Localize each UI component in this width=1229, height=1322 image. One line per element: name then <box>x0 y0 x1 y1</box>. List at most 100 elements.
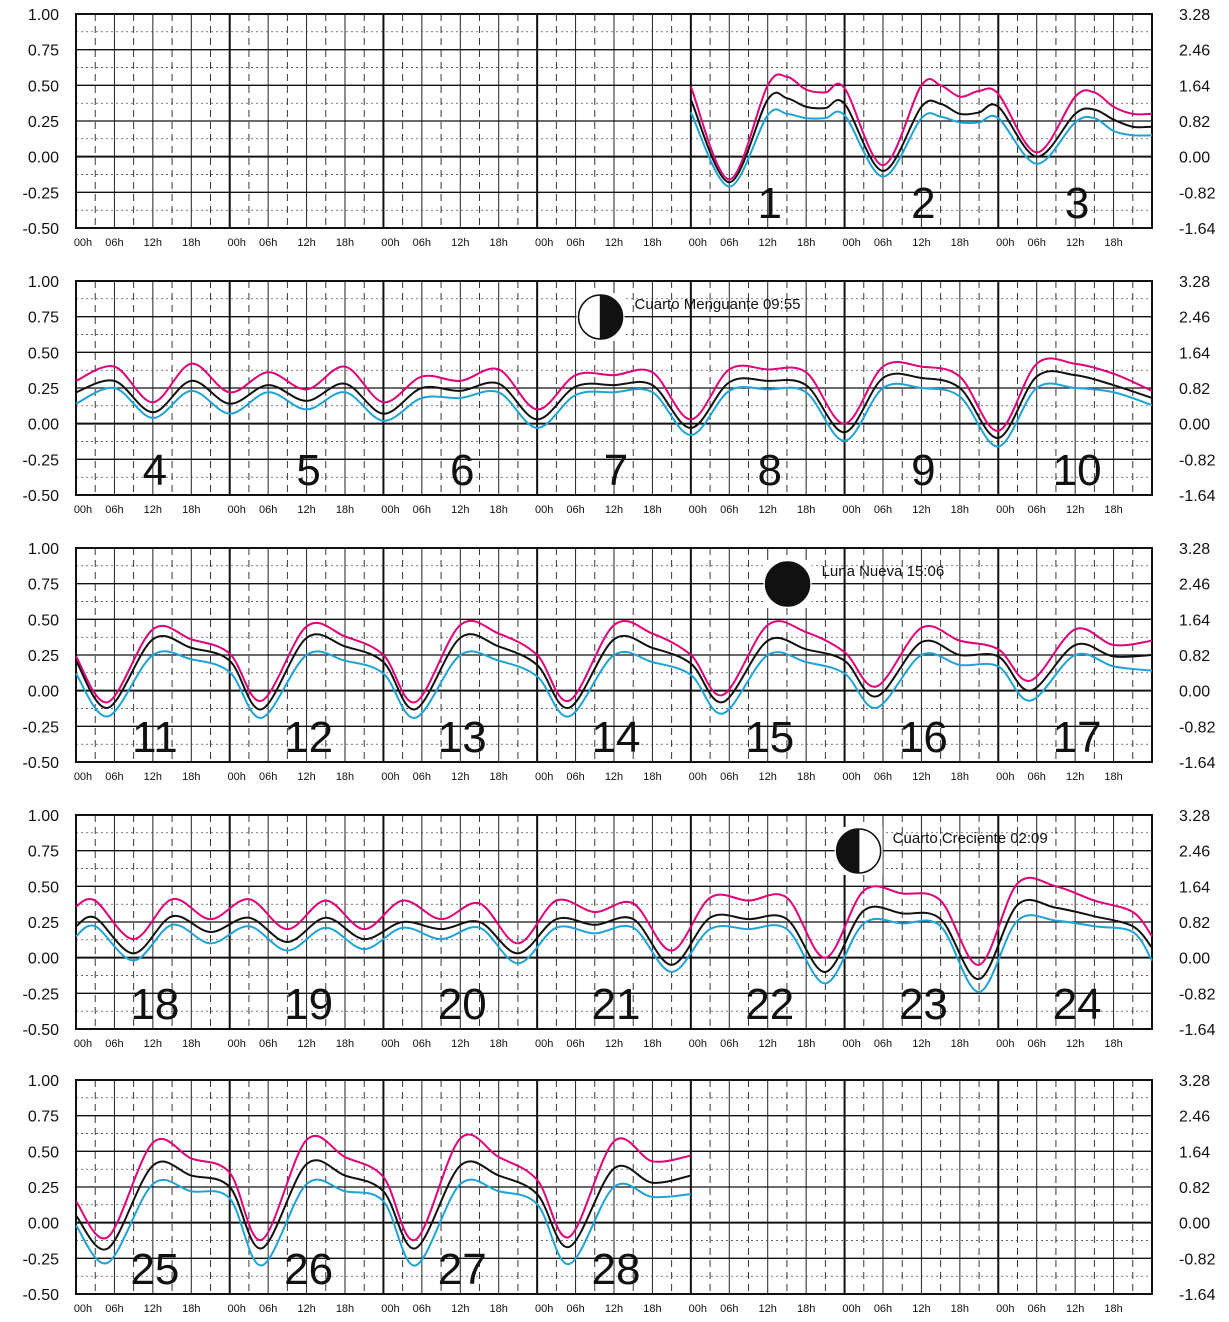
panel-frame <box>75 280 1153 496</box>
y-left-tick-label: 0.25 <box>28 1180 59 1197</box>
panel-4: 1.00 0.75 0.50 0.25 0.00 -0.25 -0.50 3.28 2.46 1.… <box>23 808 1216 1050</box>
x-tick-label: 06h <box>720 237 738 249</box>
x-tick-label: 18h <box>1104 504 1122 516</box>
x-tick-label: 18h <box>336 504 354 516</box>
x-tick-label: 12h <box>1066 1038 1084 1050</box>
x-tick-label: 18h <box>490 1038 508 1050</box>
x-tick-label: 12h <box>605 1038 623 1050</box>
panel-frame <box>75 13 1153 229</box>
y-right-tick-label: 3.28 <box>1179 274 1210 291</box>
x-tick-label: 06h <box>874 504 892 516</box>
x-tick-label: 06h <box>1028 771 1046 783</box>
x-tick-label: 18h <box>1104 1038 1122 1050</box>
x-tick-label: 12h <box>297 504 315 516</box>
x-tick-label: 12h <box>912 504 930 516</box>
x-tick-label: 12h <box>451 237 469 249</box>
x-tick-label: 12h <box>759 1303 777 1315</box>
x-tick-label: 06h <box>259 237 277 249</box>
x-tick-label: 18h <box>951 1038 969 1050</box>
x-tick-label: 12h <box>1066 1303 1084 1315</box>
x-tick-label: 18h <box>182 1038 200 1050</box>
day-number: 13 <box>438 713 487 762</box>
day-number: 2 <box>911 179 935 228</box>
x-tick-label: 06h <box>413 504 431 516</box>
x-tick-label: 06h <box>259 1038 277 1050</box>
tide-series-line <box>689 73 1153 181</box>
day-number: 9 <box>911 446 935 495</box>
y-right-tick-label: 3.28 <box>1179 1073 1210 1090</box>
x-tick-label: 12h <box>605 504 623 516</box>
y-right-tick-label: -1.64 <box>1179 755 1216 772</box>
x-tick-label: 12h <box>912 1303 930 1315</box>
x-tick-label: 00h <box>74 771 92 783</box>
y-left-tick-label: 0.25 <box>28 114 59 131</box>
x-tick-label: 06h <box>105 237 123 249</box>
x-tick-label: 12h <box>912 1038 930 1050</box>
y-left-tick-label: 0.50 <box>28 345 59 362</box>
x-tick-label: 06h <box>413 237 431 249</box>
day-number: 4 <box>143 446 167 495</box>
tide-series-line <box>75 1133 692 1241</box>
x-tick-label: 06h <box>874 1303 892 1315</box>
x-tick-label: 18h <box>643 504 661 516</box>
y-right-tick-label: -0.82 <box>1179 452 1216 469</box>
y-left-tick-label: -0.50 <box>23 1022 60 1039</box>
x-tick-label: 12h <box>144 1038 162 1050</box>
day-number: 16 <box>899 713 948 762</box>
y-right-tick-label: -1.64 <box>1179 1022 1216 1039</box>
y-right-tick-label: 1.64 <box>1179 78 1210 95</box>
x-tick-label: 18h <box>490 1303 508 1315</box>
x-tick-label: 12h <box>451 1303 469 1315</box>
day-number: 28 <box>592 1245 641 1294</box>
y-left-tick-label: 1.00 <box>28 1073 59 1090</box>
day-number: 15 <box>745 713 794 762</box>
x-tick-label: 00h <box>535 1303 553 1315</box>
x-tick-label: 12h <box>144 237 162 249</box>
x-tick-label: 06h <box>1028 1038 1046 1050</box>
y-right-tick-label: 0.82 <box>1179 1180 1210 1197</box>
x-tick-label: 18h <box>1104 771 1122 783</box>
x-tick-label: 18h <box>182 237 200 249</box>
x-tick-label: 12h <box>144 504 162 516</box>
x-tick-label: 06h <box>413 1038 431 1050</box>
y-right-tick-label: 3.28 <box>1179 808 1210 825</box>
x-tick-label: 06h <box>720 1303 738 1315</box>
y-left-tick-label: 0.00 <box>28 150 59 167</box>
x-tick-label: 00h <box>381 504 399 516</box>
x-tick-label: 00h <box>535 237 553 249</box>
y-left-tick-label: 0.50 <box>28 612 59 629</box>
x-tick-label: 00h <box>74 504 92 516</box>
tide-series-line <box>75 1178 691 1267</box>
day-number: 25 <box>130 1245 179 1294</box>
tide-series-line <box>75 1159 692 1251</box>
x-tick-label: 18h <box>1104 237 1122 249</box>
x-tick-label: 00h <box>381 1303 399 1315</box>
day-number: 23 <box>899 980 948 1029</box>
x-tick-label: 00h <box>228 1038 246 1050</box>
panel-3: 1.00 0.75 0.50 0.25 0.00 -0.25 -0.50 3.28 2.46 1.… <box>23 541 1216 783</box>
last-quarter-moon-icon <box>600 295 623 339</box>
day-number: 18 <box>130 980 179 1029</box>
x-tick-label: 00h <box>228 1303 246 1315</box>
x-tick-label: 12h <box>912 237 930 249</box>
y-left-tick-label: 0.75 <box>28 310 59 327</box>
x-tick-label: 00h <box>381 1038 399 1050</box>
x-tick-label: 06h <box>720 771 738 783</box>
x-tick-label: 00h <box>228 237 246 249</box>
y-left-tick-label: 0.75 <box>28 43 59 60</box>
tide-series-line <box>75 382 1153 448</box>
first-quarter-moon-icon <box>836 829 859 873</box>
y-right-tick-label: 3.28 <box>1179 7 1210 24</box>
x-tick-label: 06h <box>413 1303 431 1315</box>
y-left-tick-label: 0.00 <box>28 684 59 701</box>
x-tick-label: 00h <box>381 771 399 783</box>
y-left-tick-label: -0.25 <box>23 452 60 469</box>
x-tick-label: 18h <box>643 1038 661 1050</box>
y-right-tick-label: -1.64 <box>1179 221 1216 238</box>
tide-series-line <box>689 108 1153 188</box>
x-tick-label: 18h <box>336 237 354 249</box>
x-tick-label: 00h <box>381 237 399 249</box>
x-tick-label: 18h <box>336 1303 354 1315</box>
